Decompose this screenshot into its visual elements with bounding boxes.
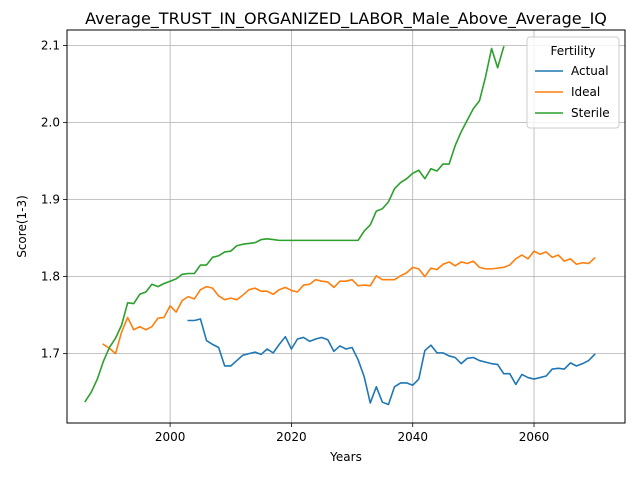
x-tick-label: 2040 xyxy=(397,430,428,444)
x-axis: 2000 2020 2040 2060 xyxy=(155,423,549,444)
series-line-actual xyxy=(187,318,596,406)
x-tick-label: 2060 xyxy=(519,430,550,444)
legend-title: Fertility xyxy=(550,44,595,58)
series-layer xyxy=(84,45,596,406)
legend-label: Ideal xyxy=(571,85,600,99)
legend-label: Actual xyxy=(571,64,609,78)
y-tick-label: 1.9 xyxy=(41,193,60,207)
series-line-ideal xyxy=(102,250,596,355)
legend-box xyxy=(526,36,620,129)
plot-frame xyxy=(66,29,626,424)
y-tick-label: 1.8 xyxy=(41,270,60,284)
x-tick-label: 2000 xyxy=(155,430,186,444)
y-tick-label: 2.0 xyxy=(41,115,60,129)
y-tick-label: 2.1 xyxy=(41,38,60,52)
y-tick-label: 1.7 xyxy=(41,347,60,361)
x-axis-label: Years xyxy=(329,450,362,464)
series-line-sterile xyxy=(84,45,505,403)
y-axis: 1.7 1.8 1.9 2.0 2.1 xyxy=(41,38,67,361)
x-tick-label: 2020 xyxy=(276,430,307,444)
legend-items: Actual Ideal Sterile xyxy=(535,64,610,120)
chart-title: Average_TRUST_IN_ORGANIZED_LABOR_Male_Ab… xyxy=(85,9,607,29)
legend-label: Sterile xyxy=(571,106,610,120)
y-axis-label: Score(1-3) xyxy=(15,195,29,258)
legend: Fertility Actual Ideal Sterile xyxy=(526,36,620,129)
